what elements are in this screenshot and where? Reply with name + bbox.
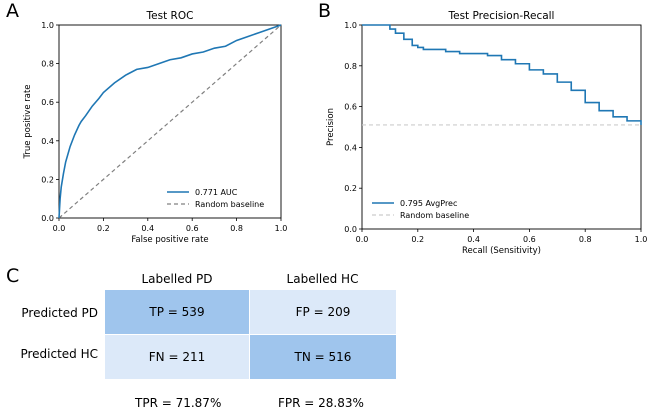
p0-x-tick-label: 0.8 bbox=[230, 224, 243, 233]
p0-y-tick-label: 0.8 bbox=[41, 60, 54, 69]
p0-x-tick-label: 0.0 bbox=[53, 224, 66, 233]
p1-y-tick-label: 0.8 bbox=[344, 62, 357, 71]
cell-tn: TN = 516 bbox=[250, 335, 396, 379]
p0-x-tick-label: 1.0 bbox=[275, 224, 288, 233]
p1-y-tick-label: 0.2 bbox=[344, 184, 357, 193]
p1-y-tick-label: 0.4 bbox=[344, 143, 357, 152]
panel-label-a: A bbox=[6, 0, 19, 22]
tpr-label: TPR = 71.87% bbox=[135, 396, 222, 410]
row-header-predicted-pd: Predicted PD bbox=[21, 306, 98, 320]
p0-chart-title: Test ROC bbox=[146, 10, 194, 22]
p1-legend-label-0: 0.795 AvgPrec bbox=[400, 199, 457, 208]
p1-y-tick-label: 0.0 bbox=[344, 225, 357, 234]
p1-x-tick-label: 0.8 bbox=[579, 235, 592, 244]
col-header-labelled-hc: Labelled HC bbox=[286, 272, 359, 286]
p1-legend-label-1: Random baseline bbox=[400, 211, 469, 220]
cell-tp: TP = 539 bbox=[105, 290, 249, 334]
p0-legend-label-1: Random baseline bbox=[195, 200, 264, 209]
fpr-label: FPR = 28.83% bbox=[278, 396, 364, 410]
cell-fn: FN = 211 bbox=[105, 335, 249, 379]
p0-series-0-line bbox=[58, 24, 282, 219]
p1-x-axis-label: Recall (Sensitivity) bbox=[462, 246, 541, 256]
p1-y-tick-label: 1.0 bbox=[344, 21, 357, 30]
p0-x-axis-label: False positive rate bbox=[131, 235, 208, 245]
p0-y-tick-label: 1.0 bbox=[41, 21, 54, 30]
p1-x-tick-label: 0.0 bbox=[356, 235, 369, 244]
p0-x-tick-label: 0.2 bbox=[97, 224, 110, 233]
p1-x-tick-label: 0.2 bbox=[411, 235, 424, 244]
row-header-predicted-hc: Predicted HC bbox=[20, 347, 98, 361]
p0-x-tick-label: 0.4 bbox=[141, 224, 154, 233]
cell-fp: FP = 209 bbox=[250, 290, 396, 334]
p0-x-tick-label: 0.6 bbox=[186, 224, 199, 233]
p1-x-tick-label: 1.0 bbox=[635, 235, 648, 244]
p0-y-tick-label: 0.0 bbox=[41, 214, 54, 223]
col-header-labelled-pd: Labelled PD bbox=[141, 272, 213, 286]
p1-y-axis-label: Precision bbox=[326, 108, 336, 146]
p0-y-tick-label: 0.6 bbox=[41, 98, 54, 107]
p1-x-tick-label: 0.6 bbox=[523, 235, 536, 244]
p1-y-tick-label: 0.6 bbox=[344, 103, 357, 112]
p0-y-tick-label: 0.4 bbox=[41, 137, 54, 146]
p1-x-tick-label: 0.4 bbox=[467, 235, 480, 244]
p0-y-tick-label: 0.2 bbox=[41, 175, 54, 184]
p1-series-0-line bbox=[362, 24, 642, 125]
p0-series-1-line bbox=[58, 24, 282, 219]
p0-legend-label-0: 0.771 AUC bbox=[195, 188, 238, 197]
p1-axes-frame bbox=[361, 24, 642, 230]
p0-y-axis-label: True positive rate bbox=[23, 84, 33, 159]
p1-chart-title: Test Precision-Recall bbox=[448, 10, 555, 22]
panel-label-c: C bbox=[6, 265, 20, 287]
panel-label-b: B bbox=[318, 0, 332, 22]
p0-axes-frame bbox=[58, 24, 282, 219]
